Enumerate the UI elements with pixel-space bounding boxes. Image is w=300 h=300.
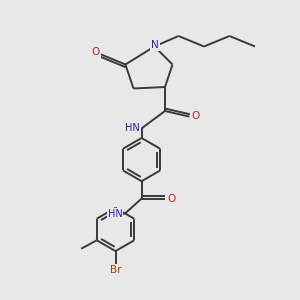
Text: HN: HN [108,208,123,219]
Text: O: O [167,194,176,204]
Text: N: N [151,40,159,50]
Text: HN: HN [124,123,140,133]
Text: O: O [192,111,200,122]
Text: O: O [92,47,100,57]
Text: Br: Br [110,265,121,275]
